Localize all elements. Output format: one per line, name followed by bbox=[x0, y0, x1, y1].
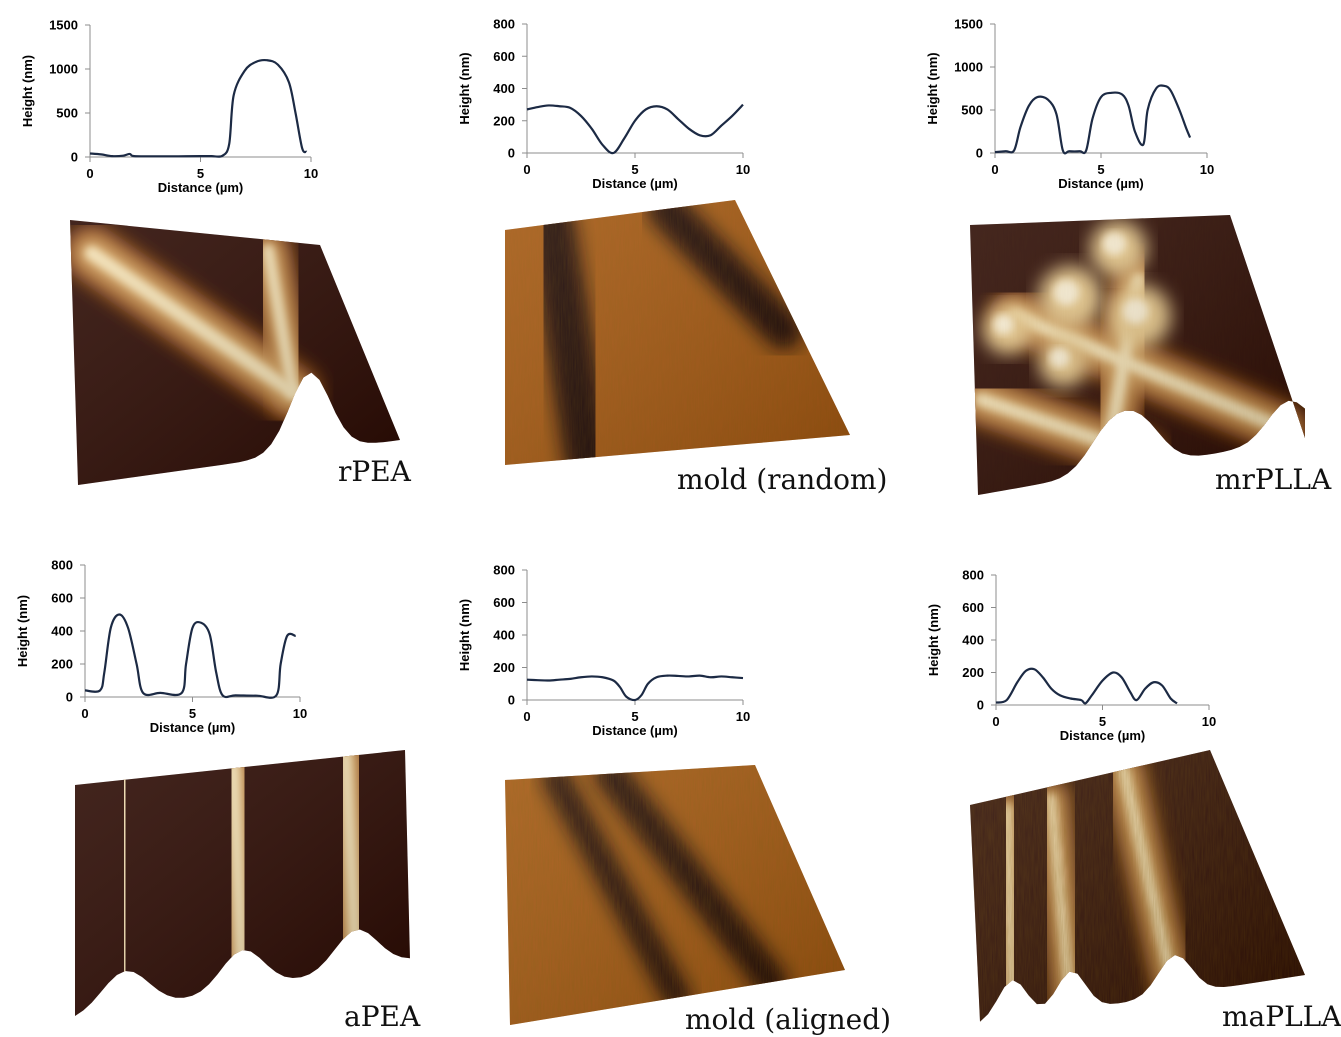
y-tick-label: 800 bbox=[51, 558, 73, 573]
y-tick-label: 1500 bbox=[954, 17, 983, 32]
y-tick-label: 0 bbox=[976, 146, 983, 161]
sample-label-maplla: maPLLA bbox=[1222, 1000, 1341, 1033]
profile-line bbox=[526, 103, 744, 155]
y-tick-label: 1000 bbox=[954, 60, 983, 75]
x-axis-label: Distance (µm) bbox=[1058, 176, 1144, 191]
y-axis-label: Height (nm) bbox=[925, 52, 940, 124]
profile-line bbox=[994, 84, 1192, 155]
sample-label-mold-random: mold (random) bbox=[677, 463, 888, 496]
afm-surface-mrplla bbox=[970, 215, 1305, 495]
x-axis-label: Distance (µm) bbox=[1060, 728, 1146, 743]
profile-line bbox=[526, 674, 744, 702]
y-tick-label: 400 bbox=[493, 81, 515, 96]
x-axis-label: Distance (µm) bbox=[158, 180, 244, 195]
x-tick-label: 0 bbox=[991, 162, 998, 177]
sample-label-mrplla: mrPLLA bbox=[1215, 463, 1332, 496]
y-tick-label: 500 bbox=[961, 103, 983, 118]
surface-layer bbox=[75, 750, 410, 1016]
x-tick-label: 0 bbox=[81, 706, 88, 721]
afm-surface-mold-random bbox=[505, 200, 850, 465]
afm-surface-maplla bbox=[970, 750, 1305, 1022]
x-tick-label: 5 bbox=[631, 162, 638, 177]
x-axis-label: Distance (µm) bbox=[592, 176, 678, 191]
y-tick-label: 200 bbox=[493, 660, 515, 675]
profile-chart-mrplla: 0 500 1000 1500 0 5 10 Distance (µm) Height (nm) bbox=[925, 17, 1214, 192]
y-tick-label: 800 bbox=[493, 563, 515, 578]
y-tick-label: 800 bbox=[962, 568, 984, 583]
x-tick-label: 10 bbox=[736, 162, 750, 177]
afm-surface-mold-aligned bbox=[505, 765, 845, 1025]
surface-shading bbox=[75, 750, 410, 1016]
profile-line bbox=[84, 613, 296, 699]
y-tick-label: 1000 bbox=[49, 62, 78, 77]
x-tick-label: 5 bbox=[189, 706, 196, 721]
x-tick-label: 10 bbox=[293, 706, 307, 721]
y-tick-label: 200 bbox=[962, 665, 984, 680]
x-axis-label: Distance (µm) bbox=[592, 723, 678, 738]
x-tick-label: 10 bbox=[304, 166, 318, 181]
profile-chart-mold-aligned: 0 200 400 600 800 0 5 10 Distance (µm) Height (nm… bbox=[457, 563, 750, 739]
x-tick-label: 0 bbox=[992, 714, 999, 729]
y-tick-label: 0 bbox=[71, 150, 78, 165]
surface-layer bbox=[505, 765, 845, 1025]
profile-chart-apea: 0 200 400 600 800 0 5 10 Distance (µm) Height (nm… bbox=[15, 558, 307, 736]
y-tick-label: 400 bbox=[493, 628, 515, 643]
y-tick-label: 0 bbox=[977, 698, 984, 713]
x-tick-label: 10 bbox=[1202, 714, 1216, 729]
x-tick-label: 5 bbox=[197, 166, 204, 181]
y-tick-label: 200 bbox=[51, 657, 73, 672]
y-tick-label: 400 bbox=[962, 633, 984, 648]
x-tick-label: 5 bbox=[1097, 162, 1104, 177]
y-axis-label: Height (nm) bbox=[20, 55, 35, 127]
x-tick-label: 10 bbox=[1200, 162, 1214, 177]
y-tick-label: 0 bbox=[508, 146, 515, 161]
sample-label-apea: aPEA bbox=[344, 1000, 421, 1033]
x-tick-label: 5 bbox=[631, 709, 638, 724]
afm-surface-apea bbox=[75, 750, 410, 1016]
sample-label-rpea: rPEA bbox=[338, 455, 411, 488]
y-tick-label: 0 bbox=[508, 693, 515, 708]
profile-line bbox=[89, 58, 308, 158]
afm-surface-rpea bbox=[70, 220, 400, 485]
y-tick-label: 500 bbox=[56, 106, 78, 121]
x-tick-label: 10 bbox=[736, 709, 750, 724]
y-axis-label: Height (nm) bbox=[15, 595, 30, 667]
surface-shading bbox=[970, 750, 1305, 1022]
surface-shading bbox=[505, 765, 845, 1025]
y-tick-label: 1500 bbox=[49, 18, 78, 33]
y-tick-label: 800 bbox=[493, 17, 515, 32]
y-tick-label: 600 bbox=[493, 595, 515, 610]
x-tick-label: 5 bbox=[1099, 714, 1106, 729]
y-axis-label: Height (nm) bbox=[457, 599, 472, 671]
y-tick-label: 600 bbox=[962, 600, 984, 615]
y-tick-label: 400 bbox=[51, 624, 73, 639]
y-axis-label: Height (nm) bbox=[457, 52, 472, 124]
profile-line bbox=[995, 667, 1178, 705]
y-tick-label: 200 bbox=[493, 113, 515, 128]
profile-chart-maplla: 0 200 400 600 800 0 5 10 Distance (µm) Height (nm… bbox=[926, 568, 1216, 744]
sample-label-mold-aligned: mold (aligned) bbox=[685, 1003, 892, 1036]
surface-layer bbox=[970, 750, 1305, 1022]
y-tick-label: 600 bbox=[51, 591, 73, 606]
x-tick-label: 0 bbox=[523, 162, 530, 177]
profile-chart-mold-random: 0 200 400 600 800 0 5 10 Distance (µm) Height (nm… bbox=[457, 17, 750, 192]
y-axis-label: Height (nm) bbox=[926, 604, 941, 676]
y-tick-label: 0 bbox=[66, 690, 73, 705]
profile-chart-rpea: 0 500 1000 1500 0 5 10 Distance (µm) Height (nm) bbox=[20, 18, 318, 196]
y-tick-label: 600 bbox=[493, 49, 515, 64]
x-axis-label: Distance (µm) bbox=[150, 720, 236, 735]
x-tick-label: 0 bbox=[523, 709, 530, 724]
x-tick-label: 0 bbox=[86, 166, 93, 181]
